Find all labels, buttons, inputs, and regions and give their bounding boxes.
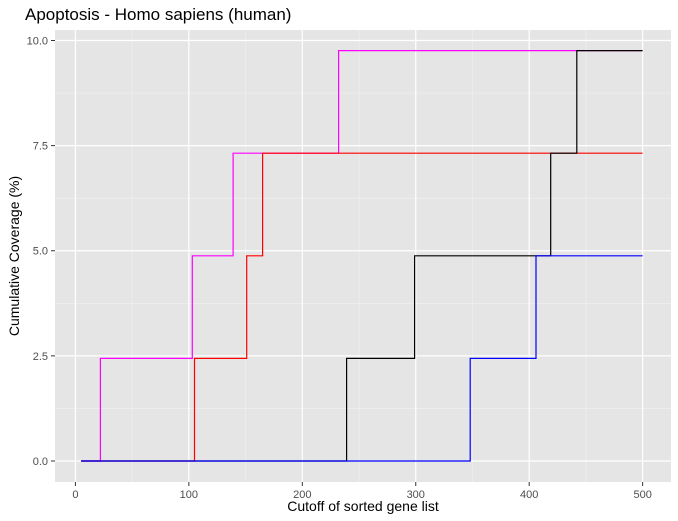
y-tick-label: 7.5 — [33, 141, 48, 153]
y-tick-label: 0.0 — [33, 456, 48, 468]
x-tick-label: 300 — [407, 489, 425, 501]
x-tick-label: 100 — [180, 489, 198, 501]
series-line-4 — [81, 255, 643, 462]
x-axis-title: Cutoff of sorted gene list — [287, 498, 439, 514]
minor-gridlines — [55, 30, 671, 482]
series-line-2 — [81, 152, 643, 462]
y-axis-ticks: 0.0 2.5 5.0 7.5 10.0 — [27, 36, 55, 468]
y-tick-label: 2.5 — [33, 351, 48, 363]
series-lines — [81, 50, 643, 462]
x-tick-label: 0 — [72, 489, 78, 501]
series-line-3 — [81, 50, 643, 462]
x-axis-ticks: 0 100 200 300 400 500 — [72, 482, 652, 501]
x-tick-label: 400 — [520, 489, 538, 501]
x-tick-label: 200 — [293, 489, 311, 501]
series-line-1 — [81, 50, 643, 462]
y-tick-label: 5.0 — [33, 246, 48, 258]
y-axis-title: Cumulative Coverage (%) — [6, 176, 22, 336]
chart-title: Apoptosis - Homo sapiens (human) — [25, 5, 291, 24]
y-tick-label: 10.0 — [27, 36, 48, 48]
x-tick-label: 500 — [633, 489, 651, 501]
